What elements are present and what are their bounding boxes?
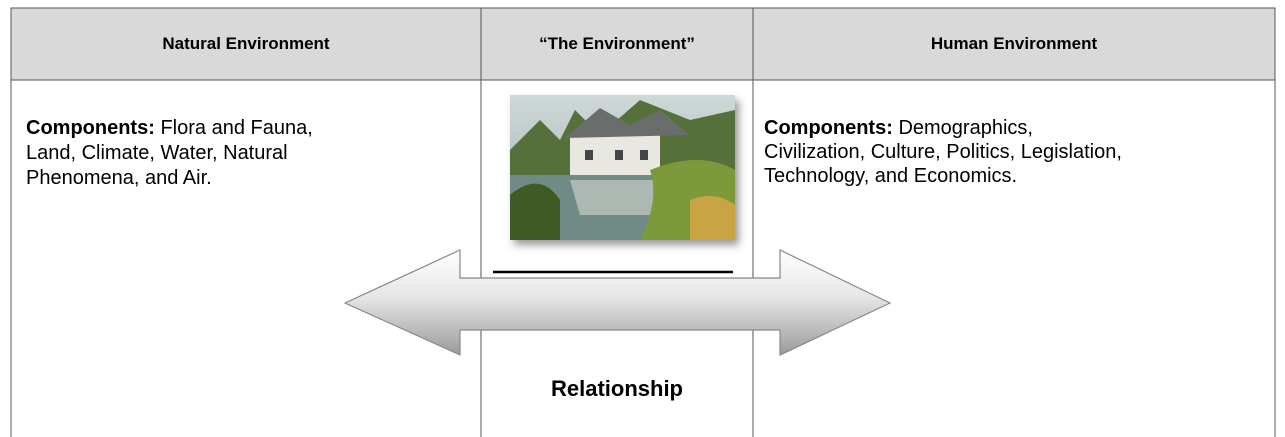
relationship-arrow (343, 249, 892, 356)
header-cell: Natural Environment (162, 34, 330, 53)
cell: Components: Flora and Fauna, Land, Clima… (26, 116, 356, 191)
cell-label: Components: (764, 117, 893, 139)
picture (510, 95, 735, 240)
header-cell: Human Environment (930, 34, 1098, 53)
cell-text: Demographics, Civilization, Culture, Pol… (764, 117, 1122, 187)
header-row (10, 7, 1276, 81)
cell: Components: Demographics, Civilization, … (764, 116, 1134, 188)
cell-caption: Relationship (550, 376, 683, 401)
header-cell: “The Environment” (539, 34, 695, 53)
cell-text: Flora and Fauna, Land, Climate, Water, N… (26, 117, 313, 189)
cell-label: Components: (26, 117, 155, 139)
